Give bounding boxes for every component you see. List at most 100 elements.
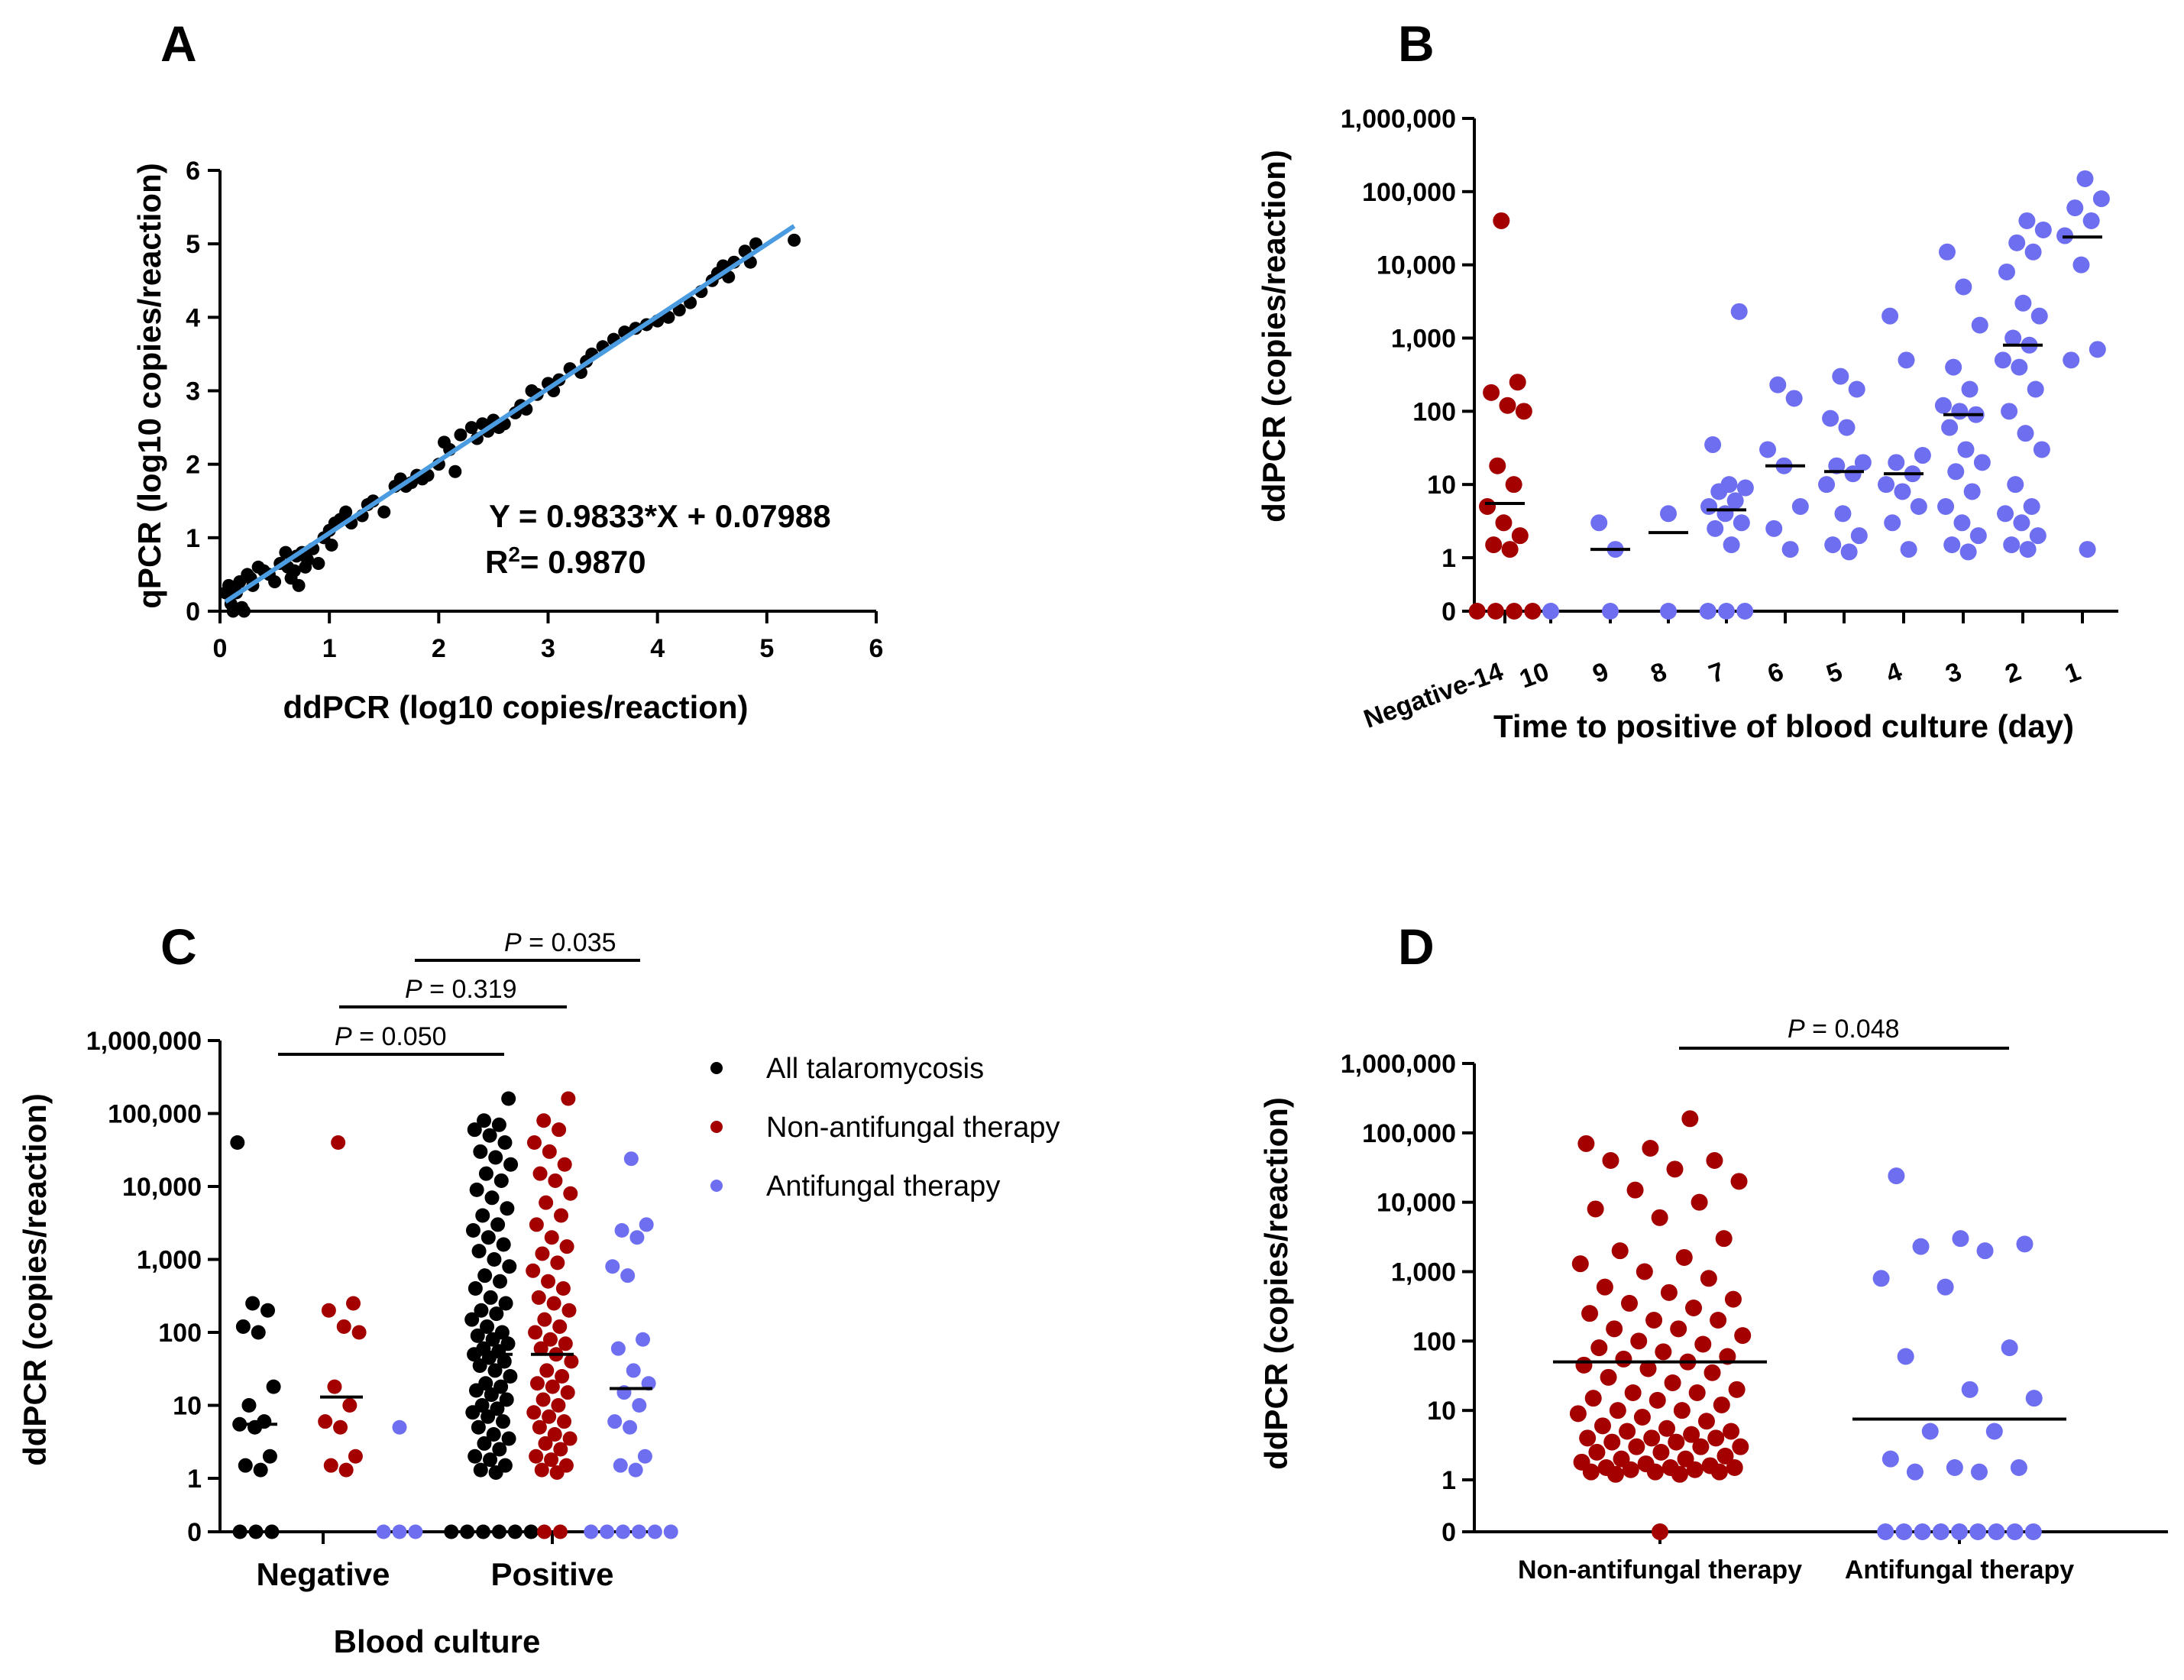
panel-b-data-point: [2023, 498, 2040, 516]
panel-b-data-point: [1947, 463, 1965, 481]
panel-c-data-point: [497, 1135, 513, 1151]
panel-c-data-point: [526, 1263, 541, 1278]
panel-b-data-point: [1994, 351, 2011, 369]
panel-d-data-point: [1706, 1151, 1723, 1169]
panel-c-data-point: [559, 1239, 574, 1254]
panel-d-data-point: [1704, 1364, 1721, 1381]
panel-c-data-point: [562, 1431, 578, 1446]
pvalue-label-3: P = 0.035: [504, 928, 616, 957]
panel-a-data-point: [454, 428, 468, 442]
panel-c-data-point: [623, 1151, 639, 1167]
panel-c-data-point: [557, 1157, 572, 1172]
panel-d-data-point: [1681, 1110, 1699, 1128]
panel-d-data-point: [1969, 1523, 1987, 1540]
panel-b-data-point: [2007, 476, 2024, 494]
panel-a-data-point: [312, 556, 325, 570]
panel-c-data-point: [502, 1259, 517, 1274]
panel-b-x-tick-label: 8: [1647, 657, 1671, 689]
panel-c-data-point: [623, 1419, 638, 1435]
panel-c-data-point: [545, 1379, 560, 1394]
panel-c-data-point: [348, 1449, 363, 1464]
panel-c-data-point: [526, 1405, 542, 1420]
panel-c-data-point: [468, 1281, 483, 1296]
panel-a-data-point: [464, 421, 478, 435]
panel-b-x-tick-label: 1: [2061, 657, 2085, 689]
panel-b-data-point: [1483, 384, 1500, 401]
panel-c-data-point: [392, 1524, 407, 1539]
panel-b-data-point: [1998, 263, 2015, 280]
panel-label-c: C: [160, 918, 197, 975]
panel-b-data-point: [1832, 367, 1849, 385]
panel-c-data-point: [499, 1392, 514, 1407]
panel-d-data-point: [1600, 1368, 1617, 1386]
panel-c-data-point: [497, 1458, 513, 1473]
panel-b-data-point: [2008, 234, 2026, 251]
panel-b-x-tick-label: 6: [1764, 657, 1788, 689]
panel-b-data-point: [1736, 603, 1754, 620]
panel-d-data-point: [1677, 1450, 1694, 1468]
panel-b-data-point: [1590, 514, 1608, 532]
panel-a-y-tick-label: 6: [186, 157, 200, 186]
panel-a-y-tick-label: 2: [186, 451, 200, 480]
panel-c-data-point: [483, 1452, 498, 1468]
panel-a-data-point: [662, 310, 675, 324]
panel-d-data-point: [1652, 1443, 1670, 1461]
panel-c-data-point: [558, 1458, 574, 1473]
panel-d-data-point: [1668, 1433, 1685, 1451]
panel-b-y-tick-label: 10,000: [1377, 251, 1456, 280]
panel-c-data-point: [444, 1524, 459, 1539]
panel-c-data-point: [532, 1419, 547, 1435]
panel-b-data-point: [1733, 514, 1750, 532]
panel-b-data-point: [1479, 498, 1496, 516]
panel-b-data-point: [1914, 447, 1931, 465]
panel-d-data-point: [1609, 1402, 1626, 1419]
panel-d-data-point: [1673, 1402, 1691, 1419]
panel-c-data-point: [539, 1195, 554, 1210]
panel-d-y-tick-label: 10,000: [1377, 1189, 1456, 1218]
panel-d-data-point: [1952, 1230, 1969, 1248]
panel-d-data-point: [1613, 1450, 1630, 1468]
panel-d-data-point: [1571, 1255, 1589, 1273]
panel-d-data-point: [1946, 1459, 1963, 1477]
panel-c-data-point: [266, 1379, 281, 1394]
panel-c-data-point: [503, 1157, 519, 1172]
panel-b-data-point: [2029, 527, 2046, 545]
panel-d-data-point: [1658, 1419, 1676, 1437]
panel-b-data-point: [1730, 303, 1748, 320]
legend-label-antifungal: Antifungal therapy: [766, 1170, 1000, 1203]
panel-d-data-point: [1633, 1408, 1651, 1426]
panel-b-data-point: [1720, 476, 1738, 494]
panel-c-data-point: [494, 1325, 510, 1340]
panel-c-y-tick-label: 1: [187, 1465, 202, 1494]
panel-b-data-point: [1951, 403, 1969, 420]
panel-c-data-point: [469, 1182, 484, 1197]
panel-c-data-point: [537, 1312, 552, 1327]
panel-c-data-point: [331, 1135, 346, 1151]
panel-b-data-point: [2072, 256, 2090, 274]
panel-b-y-tick-label: 100: [1412, 397, 1456, 426]
panel-c-data-point: [489, 1306, 504, 1322]
panel-d-data-point: [1728, 1381, 1746, 1398]
panel-d-data-point: [1602, 1151, 1619, 1169]
panel-c-data-point: [552, 1524, 568, 1539]
panel-d-data-point: [1643, 1429, 1661, 1447]
panel-d-data-point: [1664, 1374, 1681, 1392]
panel-d-data-point: [1694, 1335, 1712, 1353]
panel-c-data-point: [544, 1452, 559, 1468]
panel-d-data-point: [1936, 1278, 1954, 1296]
panel-c-data-point: [548, 1173, 563, 1188]
panel-c-data-point: [473, 1144, 488, 1159]
panel-c-data-point: [392, 1419, 407, 1435]
panel-d-data-point: [1573, 1453, 1590, 1471]
panel-d-data-point: [1932, 1523, 1949, 1540]
panel-d-data-point: [2025, 1390, 2043, 1407]
panel-c-data-point: [491, 1524, 506, 1539]
panel-c-data-point: [492, 1442, 507, 1457]
panel-b-data-point: [1699, 603, 1716, 620]
panel-b-chart: 0 1 10 100 1,000 10,000 100,000 1,000,000 Negati…: [1341, 105, 2118, 734]
pvalue-label-1: P = 0.050: [335, 1022, 447, 1051]
panel-d-data-point: [1575, 1356, 1593, 1374]
panel-b-data-point: [1848, 380, 1865, 398]
panel-d-data-point: [1579, 1429, 1597, 1447]
panel-d-data-point: [1639, 1360, 1657, 1377]
